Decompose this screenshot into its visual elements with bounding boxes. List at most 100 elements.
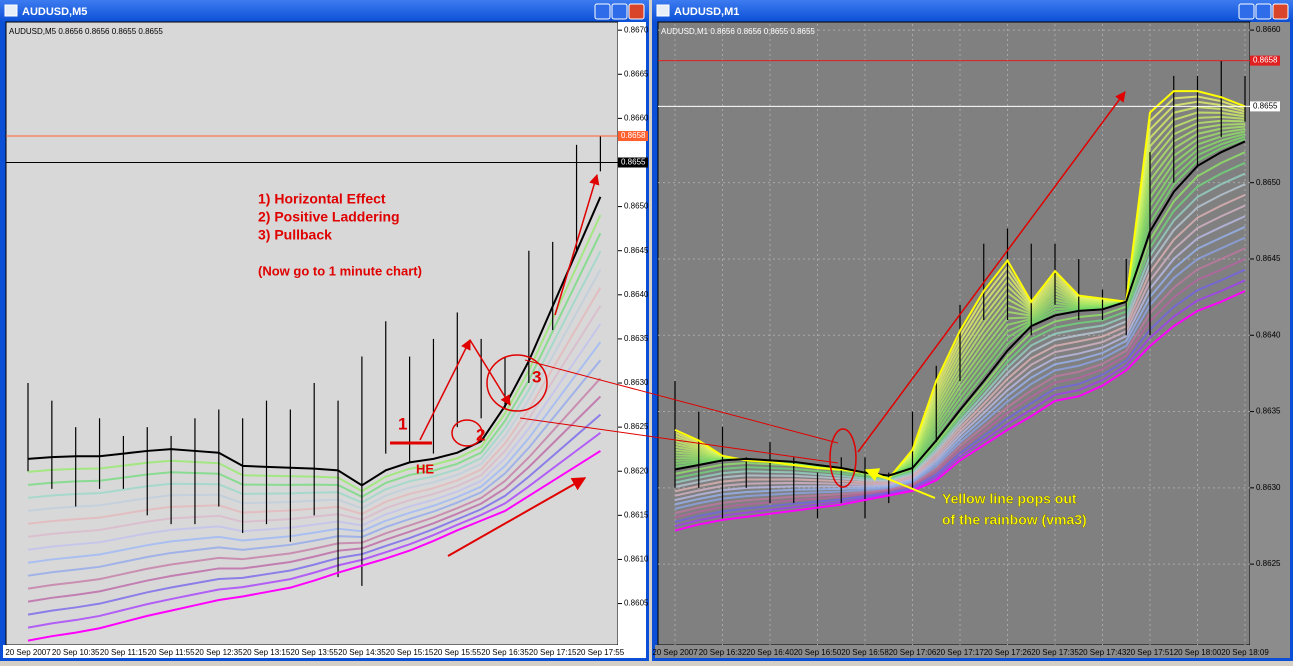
- close-button[interactable]: [1272, 3, 1289, 20]
- window-icon: [656, 4, 670, 17]
- y-tick-label: 0.8615: [624, 510, 649, 519]
- ma-line: [27, 196, 602, 487]
- x-tick-label: 20 Sep 16:50: [794, 648, 842, 657]
- close-button[interactable]: [628, 3, 645, 20]
- x-tick-label: 20 Sep 17:35: [1031, 648, 1079, 657]
- y-tick-label: 0.8620: [624, 466, 649, 475]
- x-tick-label: 20 Sep 17:43: [1079, 648, 1127, 657]
- annotation: 2) Positive Laddering: [258, 209, 400, 225]
- y-tick-label: 0.8630: [624, 378, 649, 387]
- arrow: [419, 339, 471, 441]
- window-icon: [4, 4, 18, 17]
- y-tick-label: 0.8610: [624, 555, 649, 564]
- chart: AUDUSD,M5 0.8670 0.8665 0.8660 0.8655 0.8650 0…: [3, 4, 649, 658]
- x-tick-label: 20 Sep 11:15: [100, 648, 148, 657]
- ribbon-line: [27, 323, 602, 551]
- annotation: 1) Horizontal Effect: [258, 191, 386, 207]
- ribbon-line: [674, 279, 1246, 528]
- price-label-box: [1250, 101, 1280, 112]
- time-axis: [655, 645, 1290, 658]
- circle: [486, 354, 548, 412]
- minimize-button[interactable]: [1238, 3, 1255, 20]
- annotation: of the rainbow (vma3): [942, 512, 1087, 528]
- chart-info: AUDUSD,M5 0.8656 0.8656 0.8655 0.8655: [9, 27, 163, 36]
- maximize-button[interactable]: [1255, 3, 1272, 20]
- chart: AUDUSD,M1 0.8660 0.8655 0.8650 0.8645 0.8640 0…: [652, 4, 1290, 658]
- minimize-button[interactable]: [594, 3, 611, 20]
- price-label: 0.8658: [621, 131, 646, 140]
- x-tick-label: 20 Sep 13:55: [290, 648, 338, 657]
- annotation: Yellow line pops out: [942, 491, 1077, 507]
- x-tick-label: 20 Sep 15:55: [433, 648, 481, 657]
- x-tick-label: 20 Sep 15:15: [386, 648, 434, 657]
- connector: [524, 359, 839, 444]
- x-tick-label: 20 Sep 18:09: [1221, 648, 1269, 657]
- price-label: 0.8655: [621, 158, 646, 167]
- plot-area: [5, 21, 619, 646]
- annotation: 3: [532, 367, 541, 386]
- window-title: AUDUSD,M1: [674, 6, 739, 18]
- y-tick-label: 0.8665: [624, 69, 649, 78]
- y-tick-label: 0.8640: [624, 290, 649, 299]
- ribbon-line: [27, 431, 601, 629]
- annotation: 3) Pullback: [258, 227, 332, 243]
- plot: [6, 135, 618, 642]
- x-tick-label: 20 Sep 18:00: [1174, 648, 1222, 657]
- y-tick-label: 0.8650: [1256, 178, 1281, 187]
- x-tick-label: 20 Sep 17:26: [984, 648, 1032, 657]
- x-tick-label: 20 Sep 14:35: [338, 648, 386, 657]
- arrow: [864, 468, 936, 499]
- time-axis: [3, 645, 646, 658]
- title-bar[interactable]: [0, 0, 649, 22]
- window-title: AUDUSD,M5: [22, 6, 87, 18]
- x-tick-label: 20 Sep 17:55: [577, 648, 625, 657]
- title-bar[interactable]: [652, 0, 1293, 22]
- y-tick-label: 0.8635: [1256, 407, 1281, 416]
- ribbon-line: [27, 395, 602, 603]
- x-tick-label: 20 Sep 13:15: [243, 648, 291, 657]
- x-tick-label: 20 Sep 17:51: [1126, 648, 1174, 657]
- price-axis: [1250, 22, 1290, 645]
- annotation: 1: [398, 414, 407, 433]
- annotation: HE: [416, 461, 434, 476]
- x-tick-label: 20 Sep 16:32: [699, 648, 747, 657]
- ma-line: [27, 450, 601, 642]
- annotation: 2: [476, 425, 485, 444]
- y-tick-label: 0.8660: [624, 113, 649, 122]
- y-tick-label: 0.8645: [1256, 254, 1281, 263]
- arrow: [469, 339, 511, 406]
- x-tick-label: 20 Sep 17:17: [936, 648, 984, 657]
- circle: [829, 428, 857, 488]
- y-tick-label: 0.8645: [624, 246, 649, 255]
- y-tick-label: 0.8630: [1256, 483, 1281, 492]
- ribbon-line: [27, 341, 602, 564]
- price-label-box: [618, 131, 648, 142]
- y-tick-label: 0.8670: [624, 25, 649, 34]
- chart-info: AUDUSD,M1 0.8656 0.8656 0.8655 0.8655: [661, 27, 815, 36]
- y-tick-label: 0.8635: [624, 334, 649, 343]
- plot-area: [657, 21, 1251, 646]
- connector: [519, 417, 839, 464]
- x-tick-label: 20 Sep 2007: [652, 648, 698, 657]
- ribbon-line: [27, 305, 602, 538]
- x-tick-label: 20 Sep 16:35: [481, 648, 529, 657]
- x-tick-label: 20 Sep 17:15: [529, 648, 577, 657]
- x-tick-label: 20 Sep 11:55: [148, 648, 196, 657]
- price-axis: [618, 22, 646, 645]
- y-tick-label: 0.8650: [624, 202, 649, 211]
- ribbon-line: [27, 413, 602, 616]
- x-tick-label: 20 Sep 2007: [5, 648, 51, 657]
- ma-line: [674, 290, 1246, 532]
- ribbon-line: [27, 377, 602, 590]
- annotation: (Now go to 1 minute chart): [258, 263, 422, 278]
- circle: [451, 419, 483, 447]
- arrow: [554, 173, 600, 316]
- price-label: 0.8658: [1253, 56, 1278, 65]
- y-tick-label: 0.8660: [1256, 25, 1281, 34]
- maximize-button[interactable]: [611, 3, 628, 20]
- ma-line: [674, 90, 1246, 480]
- y-tick-label: 0.8625: [624, 422, 649, 431]
- arrow: [447, 477, 587, 557]
